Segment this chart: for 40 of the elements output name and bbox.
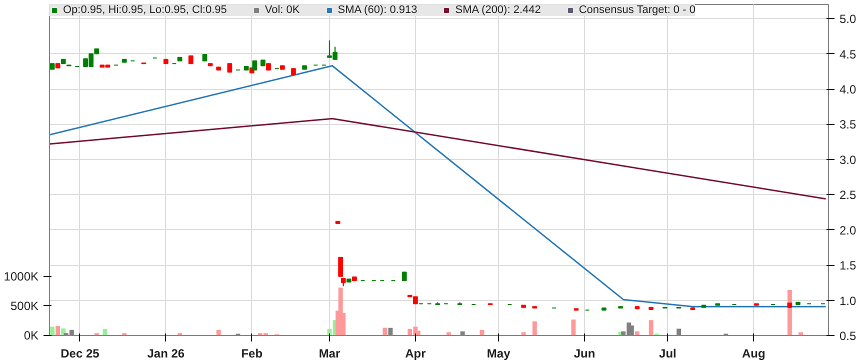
bar <box>648 320 654 336</box>
bar <box>798 332 803 336</box>
legend-label: Vol: 0K <box>264 4 300 16</box>
x-tick-label: Jun <box>574 346 596 360</box>
y-tick-label: 4.0 <box>840 82 857 97</box>
bar <box>571 320 576 336</box>
y-tick-label: 0.5 <box>840 329 857 343</box>
x-tick-label: Apr <box>405 346 426 360</box>
y-tick-label: 1.0 <box>840 294 857 308</box>
legend-label: Consensus Target: 0 - 0 <box>578 4 696 16</box>
legend-label: Op:0.95, Hi:0.95, Lo:0.95, Cl:0.95 <box>63 4 227 16</box>
x-tick-label: Mar <box>318 346 340 360</box>
legend-label: SMA (200): 2.442 <box>455 4 541 16</box>
bar <box>216 330 221 336</box>
legend-label: SMA (60): 0.913 <box>338 4 418 16</box>
y-tick-label: 4.5 <box>840 47 857 62</box>
x-tick-label: Jul <box>659 346 676 360</box>
x-tick-label: Feb <box>241 346 263 360</box>
bar <box>446 332 451 336</box>
bar <box>102 329 108 336</box>
x-tick-label: Jan 26 <box>147 346 185 360</box>
bar <box>532 321 537 336</box>
bar <box>521 332 526 336</box>
bar <box>56 326 60 336</box>
y2-tick-label: 0K <box>24 328 39 342</box>
bar <box>382 328 388 336</box>
y2-tick-label: 1000K <box>4 269 39 284</box>
x-tick-label: May <box>486 346 511 360</box>
y-tick-label: 5.0 <box>840 12 857 26</box>
x-tick-label: Dec 25 <box>60 346 100 360</box>
y-tick-label: 2.0 <box>840 223 857 238</box>
bar <box>50 326 54 336</box>
x-tick-label: Aug <box>742 346 766 360</box>
line-series <box>50 65 826 308</box>
candlestick <box>252 60 258 70</box>
y-tick-label: 1.5 <box>840 258 857 273</box>
y-tick-label: 3.0 <box>840 152 857 167</box>
y-tick-label: 2.5 <box>840 188 857 202</box>
y-tick-label: 3.5 <box>840 118 857 132</box>
y2-tick-label: 500K <box>10 298 39 313</box>
